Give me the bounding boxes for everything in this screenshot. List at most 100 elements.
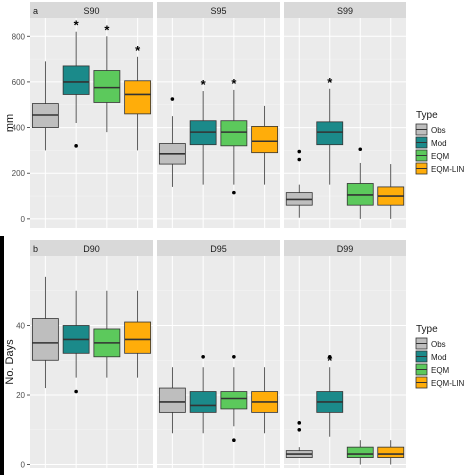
outlier-point: [297, 157, 302, 162]
panel-s95: S95 * *: [157, 2, 280, 228]
left-edge-bar: [0, 236, 4, 475]
box-eqm: [346, 147, 374, 219]
box-body: [93, 70, 121, 103]
legend-label: Mod: [431, 139, 447, 148]
box-obs: [158, 367, 186, 434]
box-mod: [62, 290, 90, 394]
outlier-point: [170, 97, 175, 101]
facet-title: D99: [337, 244, 354, 254]
legend-title: Type: [416, 110, 438, 121]
significance-star: *: [104, 22, 110, 37]
outlier-point: [297, 427, 302, 432]
box-body: [189, 391, 217, 413]
box-obs: [31, 276, 59, 389]
box-mod: [189, 354, 217, 434]
facet-strip: [284, 240, 406, 256]
box-mod: *: [189, 77, 217, 185]
significance-star: *: [231, 76, 237, 91]
y-tick-label: 800: [12, 32, 26, 41]
y-tick-label: 0: [21, 215, 26, 224]
legend-title: Type: [416, 324, 438, 335]
facet-title: D95: [210, 244, 227, 254]
outlier-point: [327, 354, 332, 359]
panel-s99: S99 *: [284, 2, 406, 228]
y-tick-label: 200: [12, 169, 26, 178]
panel-tag: b: [33, 244, 38, 254]
box-eqm-lin: [124, 290, 152, 378]
outlier-point: [74, 144, 78, 148]
panel-background: [157, 18, 280, 228]
y-tick-label: 400: [12, 124, 26, 133]
box-eqm-lin: [251, 105, 279, 185]
panel-d99: D99 *: [284, 240, 406, 468]
box-obs: [158, 97, 186, 187]
panel-background: [284, 256, 406, 468]
box-body: [377, 446, 405, 458]
y-axis-label: No. Days: [4, 339, 16, 385]
box-mod: *: [316, 75, 344, 185]
box-body: [316, 121, 344, 146]
legend: Type Obs Mod EQM EQM-LIN: [415, 324, 465, 389]
box-mod: *: [62, 18, 90, 148]
box-eqm: [346, 440, 374, 465]
box-body: [220, 120, 248, 147]
box-body: [124, 321, 152, 354]
significance-star: *: [135, 43, 141, 58]
box-obs: [285, 149, 313, 218]
significance-star: *: [74, 18, 80, 33]
box-eqm-lin: [377, 440, 405, 465]
panel-tag: a: [33, 6, 38, 16]
significance-star: *: [327, 353, 333, 368]
panel-d90: D90: [30, 240, 153, 468]
legend-label: EQM-LIN: [431, 379, 465, 388]
outlier-point: [358, 147, 363, 152]
legend-label: EQM-LIN: [431, 165, 465, 174]
box-eqm: *: [93, 22, 121, 133]
facet-strip: [284, 2, 406, 18]
panel-s90: S90* **: [30, 2, 153, 228]
outlier-point: [297, 421, 302, 425]
significance-star: *: [327, 75, 333, 90]
box-eqm-lin: [251, 367, 279, 434]
box-eqm: *: [220, 76, 248, 195]
facet-title: S99: [337, 6, 353, 16]
box-body: [158, 387, 186, 413]
y-tick-label: 0: [21, 461, 26, 470]
legend-label: EQM: [431, 152, 450, 161]
facet-strip: [30, 240, 153, 256]
facet-strip: [157, 2, 280, 18]
panel-d95: D95: [157, 240, 280, 468]
outlier-point: [232, 190, 236, 195]
box-body: [124, 80, 152, 115]
box-obs: [31, 61, 59, 151]
outlier-point: [232, 354, 236, 359]
chart-b: No. Days 0 20 40 D90 D95 D99 * b Type Obs Mod EQM EQM…: [4, 240, 465, 470]
panel-background: [157, 256, 280, 468]
box-mod: *: [316, 353, 344, 437]
box-body: [220, 391, 248, 410]
box-body: [251, 126, 279, 154]
y-axis-label: mm: [4, 114, 16, 132]
outlier-point: [74, 389, 78, 394]
legend: Type Obs Mod EQM EQM-LIN: [415, 110, 465, 175]
box-body: [31, 318, 59, 361]
y-tick-label: 600: [12, 78, 26, 87]
legend-label: Obs: [431, 340, 446, 349]
outlier-point: [232, 438, 236, 442]
significance-star: *: [201, 77, 207, 92]
box-eqm-lin: *: [124, 43, 152, 151]
box-eqm-lin: [377, 164, 405, 219]
box-eqm: [220, 354, 248, 442]
box-body: [346, 446, 374, 458]
outlier-point: [297, 149, 302, 154]
legend-label: Mod: [431, 353, 447, 362]
legend-label: EQM: [431, 366, 450, 375]
panel-background: [30, 256, 153, 468]
facet-title: S95: [210, 6, 226, 16]
outlier-point: [201, 354, 205, 359]
facet-title: S90: [83, 6, 99, 16]
box-obs: [285, 421, 313, 458]
box-body: [62, 65, 90, 95]
